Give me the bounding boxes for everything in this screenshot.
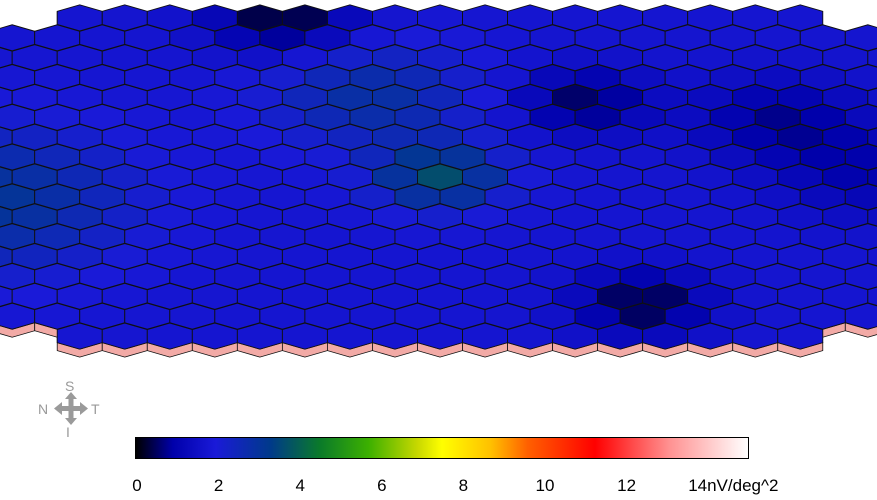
compass-label-superior: S — [65, 378, 75, 394]
colorbar-tick-label: 8 — [458, 476, 469, 495]
color-scale-bar — [135, 437, 749, 459]
colorbar-tick-label: 6 — [377, 476, 387, 495]
colorbar-tick-label: 10 — [535, 476, 555, 495]
compass-label-inferior: I — [66, 424, 70, 440]
colorbar-tick-label: 2 — [213, 476, 224, 495]
orientation-compass: S N T I — [38, 378, 104, 440]
colorbar-tick-label: 4 — [295, 476, 305, 495]
hexagon-tile-layer — [0, 4, 877, 350]
hexagon-tile — [777, 4, 824, 32]
colorbar-tick-label: 12 — [617, 476, 637, 495]
compass-arrows-icon — [54, 392, 88, 425]
compass-label-nasal: N — [38, 401, 49, 417]
compass-label-temporal: T — [91, 401, 100, 417]
colorbar-tick-label: 0 — [132, 476, 142, 495]
hexagon-tile — [844, 24, 877, 52]
colorbar-tick-label: 14nV/deg^2 — [688, 476, 779, 495]
